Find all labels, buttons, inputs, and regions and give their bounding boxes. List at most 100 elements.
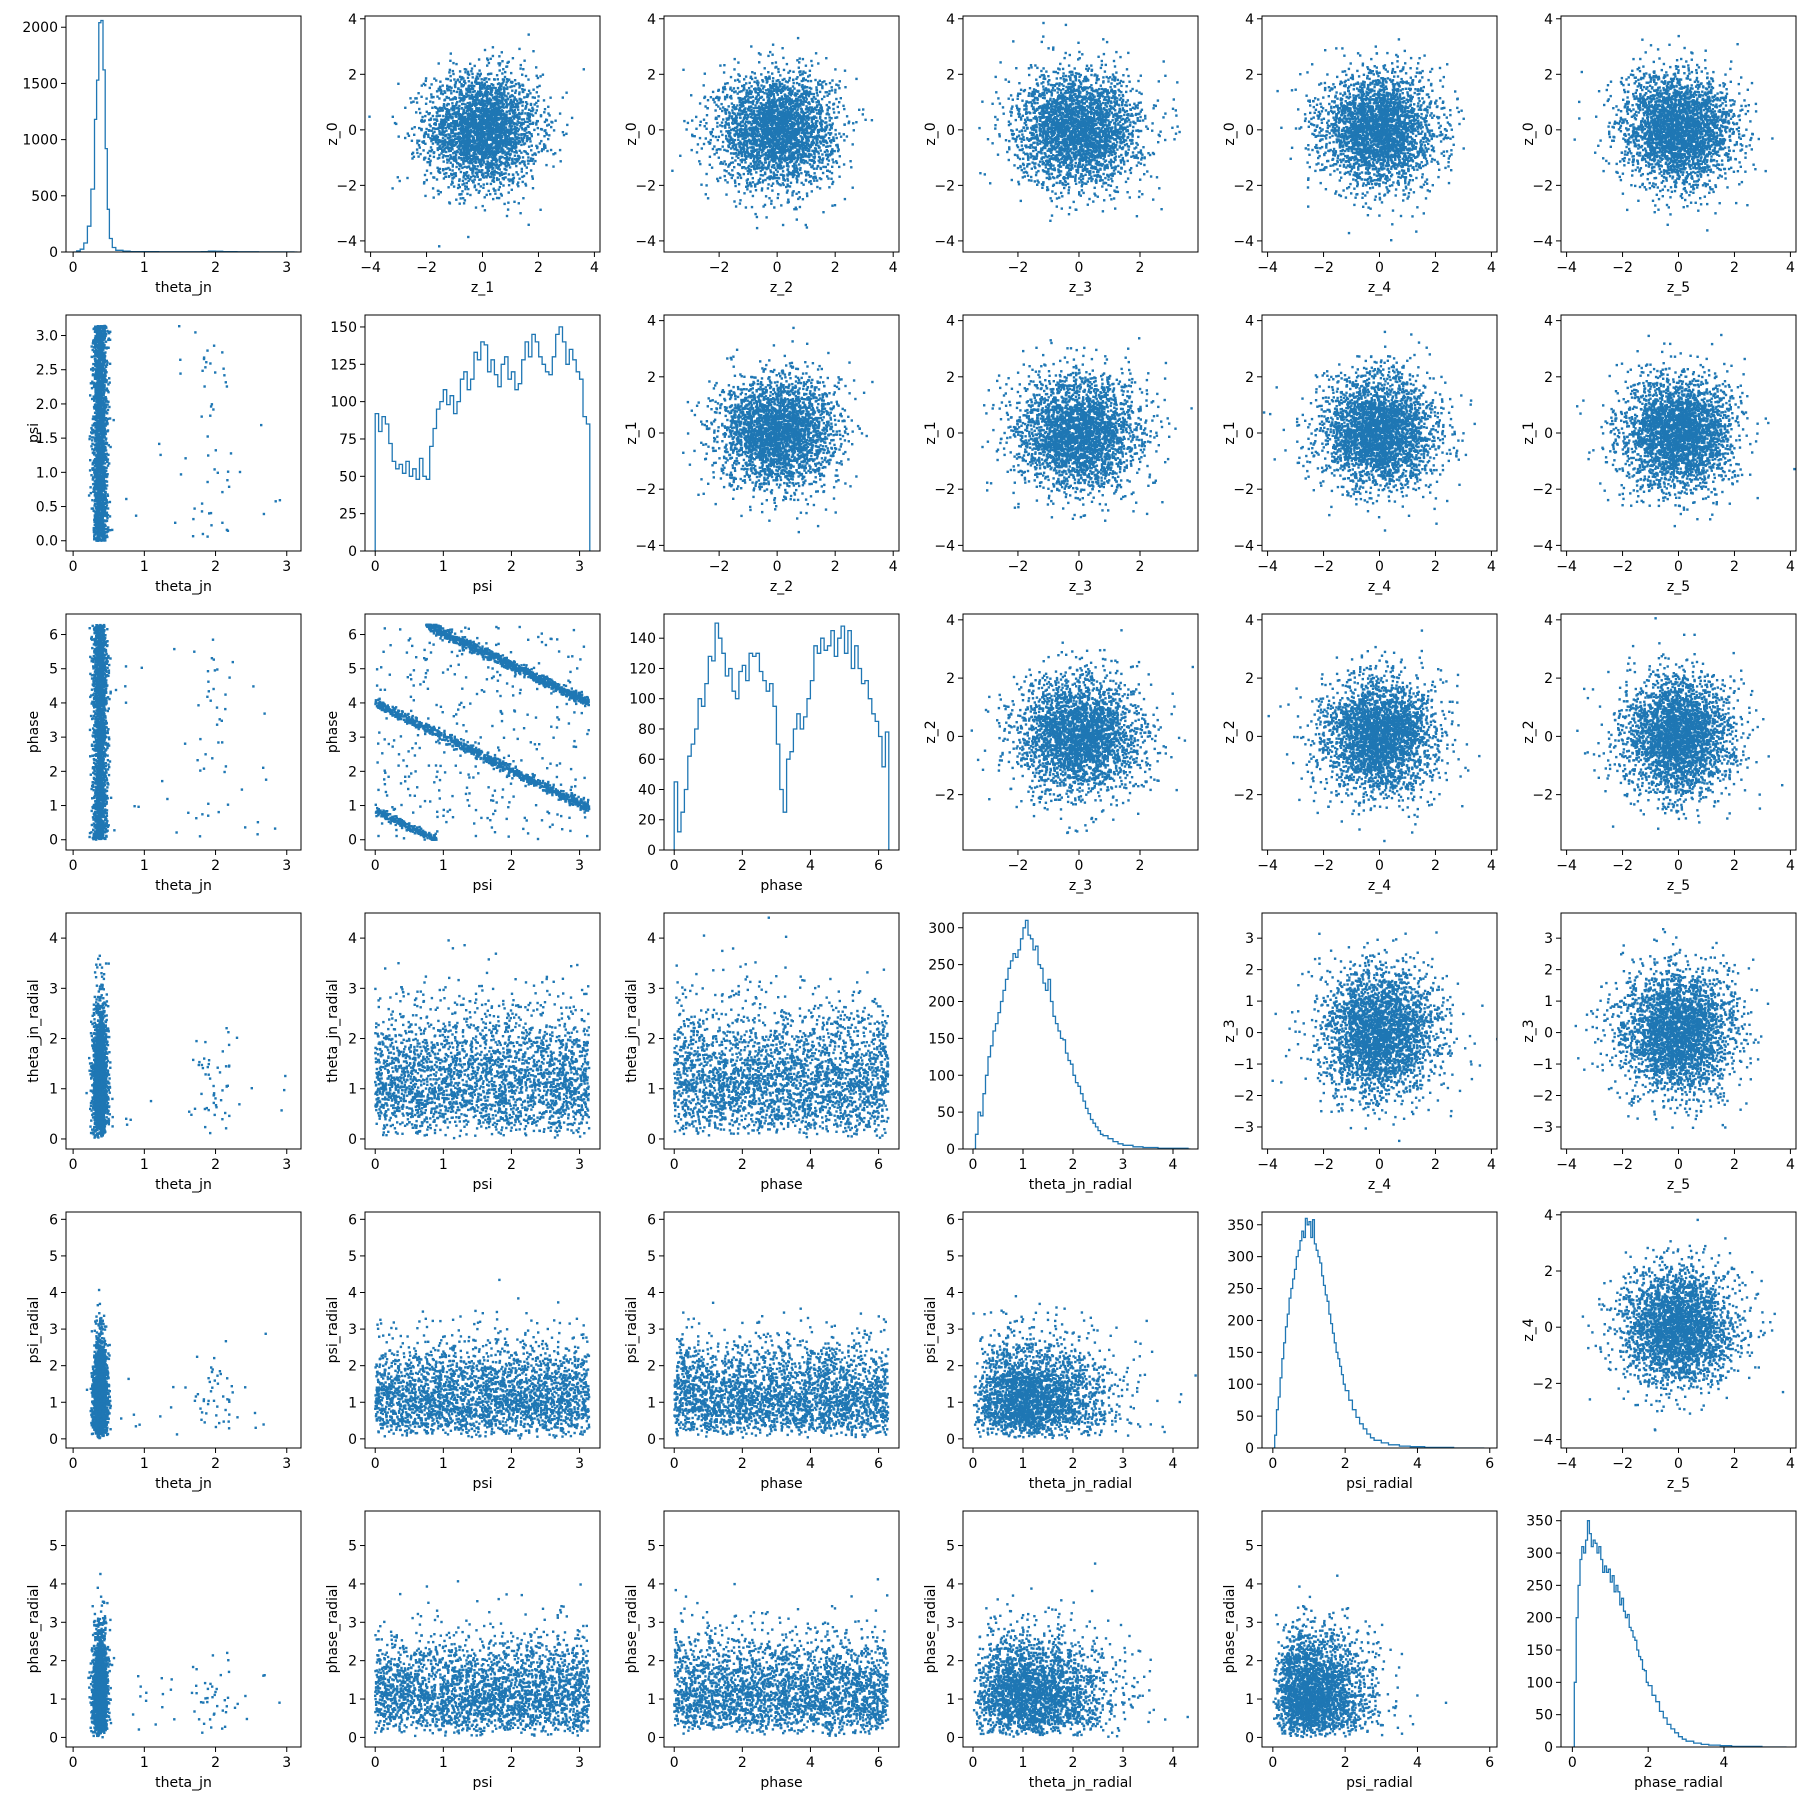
scatter-point (459, 94, 461, 96)
scatter-point (789, 185, 791, 187)
scatter-point (432, 96, 434, 98)
scatter-point (526, 140, 528, 142)
scatter-point (438, 171, 440, 173)
scatter-point (472, 148, 474, 150)
scatter-point (830, 153, 832, 155)
scatter-point (450, 87, 452, 89)
scatter-point (776, 174, 778, 176)
scatter-point (432, 187, 434, 189)
scatter-point (430, 93, 432, 95)
scatter-point (479, 87, 481, 89)
scatter-point (544, 129, 546, 131)
scatter-point (484, 112, 486, 114)
scatter-point (460, 78, 462, 80)
scatter-point (496, 122, 498, 124)
scatter-point (513, 85, 515, 87)
scatter-point (531, 145, 533, 147)
scatter-point (505, 106, 507, 108)
scatter-point (451, 138, 453, 140)
scatter-point (505, 114, 507, 116)
scatter-point (464, 125, 466, 127)
scatter-point (716, 151, 718, 153)
scatter-point (442, 156, 444, 158)
scatter-point (473, 85, 475, 87)
scatter-point (450, 79, 452, 81)
scatter-point (452, 62, 454, 64)
scatter-point (459, 136, 461, 138)
scatter-point (683, 120, 685, 122)
scatter-point (462, 197, 464, 199)
scatter-point (472, 127, 474, 129)
scatter-point (442, 115, 444, 117)
scatter-point (818, 134, 820, 136)
scatter-point (461, 85, 463, 87)
scatter-point (504, 145, 506, 147)
scatter-point (501, 109, 503, 111)
scatter-point (464, 71, 466, 73)
scatter-point (468, 106, 470, 108)
scatter-point (783, 78, 785, 80)
scatter-point (462, 130, 464, 132)
scatter-point (438, 97, 440, 99)
scatter-point (782, 57, 784, 59)
scatter-point (451, 98, 453, 100)
scatter-point (519, 67, 521, 69)
scatter-point (508, 140, 510, 142)
scatter-point (811, 121, 813, 123)
scatter-point (771, 189, 773, 191)
scatter-point (542, 74, 544, 76)
scatter-point (749, 82, 751, 84)
scatter-point (514, 158, 516, 160)
scatter-point (842, 105, 844, 107)
scatter-point (817, 145, 819, 147)
scatter-point (502, 184, 504, 186)
scatter-point (438, 110, 440, 112)
scatter-point (502, 145, 504, 147)
scatter-point (520, 144, 522, 146)
scatter-point (738, 183, 740, 185)
scatter-point (713, 101, 715, 103)
scatter-point (470, 108, 472, 110)
scatter-point (781, 90, 783, 92)
scatter-point (519, 162, 521, 164)
scatter-point (844, 198, 846, 200)
scatter-point (463, 151, 465, 153)
scatter-point (519, 212, 521, 214)
scatter-point (502, 97, 504, 99)
scatter-point (824, 117, 826, 119)
scatter-point (449, 60, 451, 62)
scatter-point (724, 179, 726, 181)
scatter-point (457, 187, 459, 189)
scatter-point (531, 110, 533, 112)
y-tick-label: 4 (348, 12, 357, 28)
scatter-point (832, 108, 834, 110)
scatter-point (731, 109, 733, 111)
scatter-point (462, 133, 464, 135)
scatter-point (716, 178, 718, 180)
scatter-point (480, 82, 482, 84)
scatter-point (485, 141, 487, 143)
scatter-point (487, 73, 489, 75)
scatter-point (703, 84, 705, 86)
scatter-point (526, 132, 528, 134)
scatter-point (437, 149, 439, 151)
scatter-point (826, 91, 828, 93)
scatter-point (460, 197, 462, 199)
scatter-point (513, 123, 515, 125)
scatter-point (554, 152, 556, 154)
scatter-point (745, 92, 747, 94)
scatter-point (526, 152, 528, 154)
scatter-point (749, 190, 751, 192)
scatter-point (471, 168, 473, 170)
scatter-point (452, 121, 454, 123)
scatter-point (466, 131, 468, 133)
scatter-point (452, 73, 454, 75)
scatter-point (808, 103, 810, 105)
scatter-point (504, 154, 506, 156)
scatter-point (758, 157, 760, 159)
scatter-point (464, 199, 466, 201)
scatter-point (491, 103, 493, 105)
scatter-point (500, 143, 502, 145)
scatter-point (750, 91, 752, 93)
scatter-point (447, 123, 449, 125)
